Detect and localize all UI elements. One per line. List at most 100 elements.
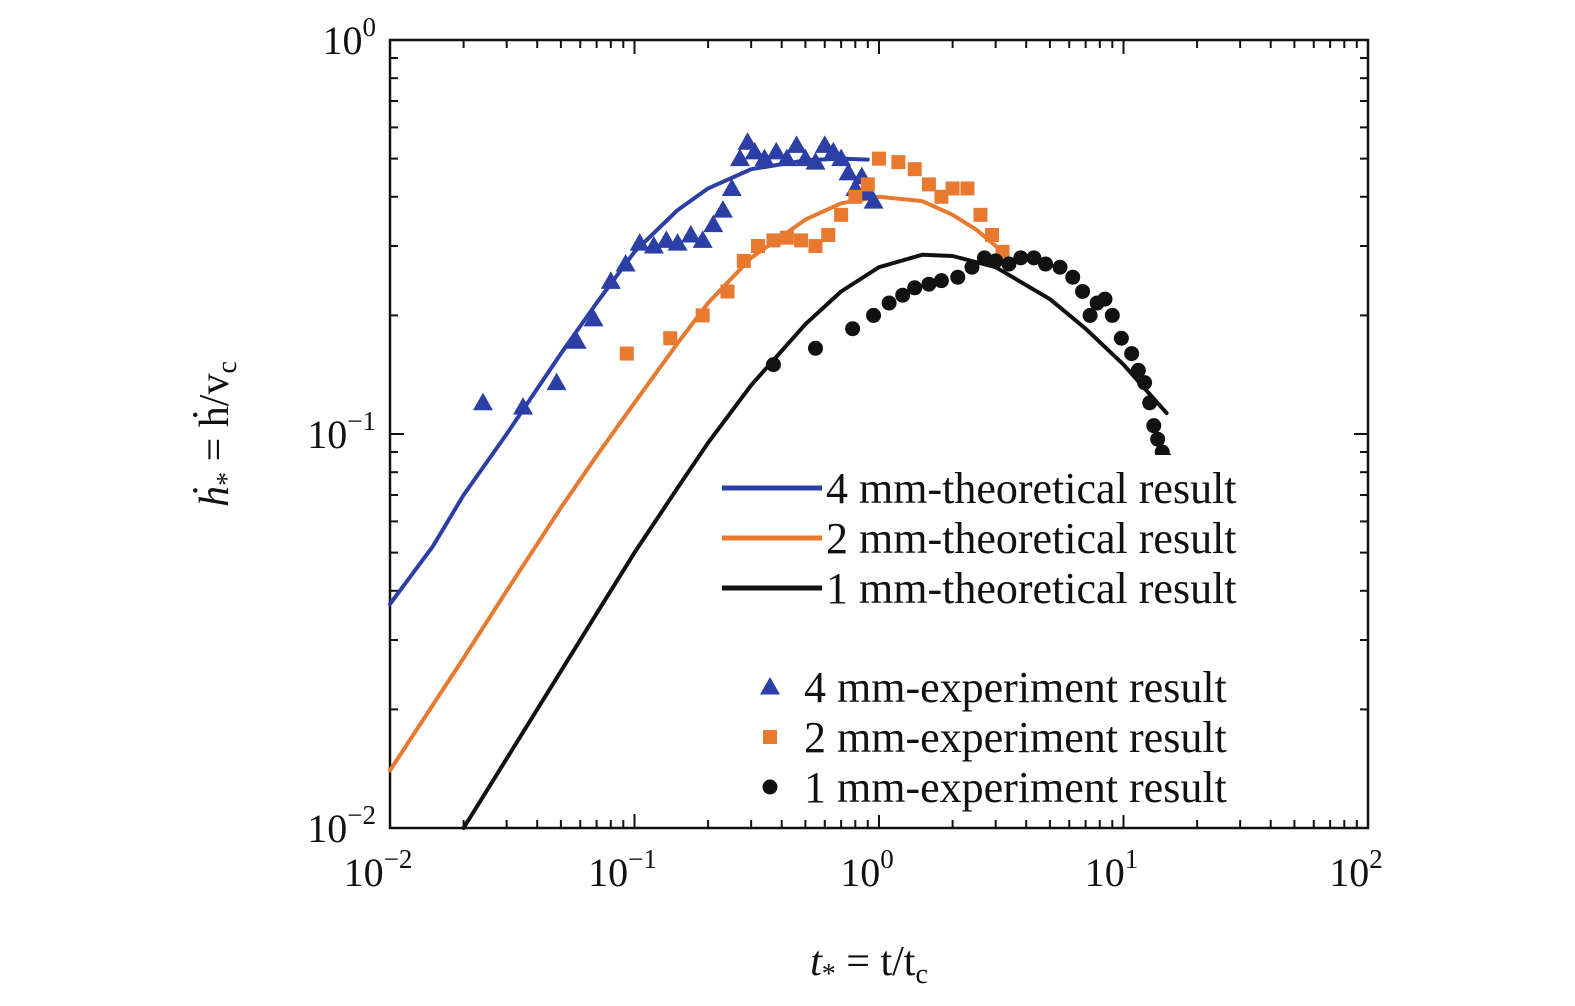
data-point [779,230,794,245]
data-point [472,392,493,411]
legend-label-3: 1 mm-theoretical result [826,564,1237,613]
data-point [1137,375,1153,391]
data-point [1082,307,1098,323]
data-point [736,253,751,268]
data-point [933,273,949,289]
x-tick-label: 102 [1329,844,1383,895]
data-point [703,214,724,233]
data-point [776,148,797,167]
data-point [765,357,781,373]
data-point [656,230,677,248]
data-point [934,189,949,204]
data-point [692,230,713,248]
data-point [721,178,742,196]
data-point [680,224,701,243]
data-point [808,239,823,254]
data-point [619,346,634,361]
data-point [744,141,765,160]
data-point [945,181,960,196]
data-point [1104,307,1120,323]
data-point [1013,250,1029,266]
data-point [566,331,587,349]
data-point [805,152,826,170]
y-tick-label: 100 [323,12,377,63]
legend-background [712,455,1352,815]
legend-exp-label-3: 1 mm-experiment result [804,763,1227,812]
data-point [1075,283,1091,299]
data-point [546,372,567,391]
experiment-series-1 [472,132,884,415]
data-point [950,269,966,285]
data-point [1146,418,1162,434]
data-point [834,207,849,222]
data-point [720,284,735,299]
data-point [583,308,604,327]
data-point [895,287,911,303]
data-point [754,148,775,167]
y-tick-label: 10−1 [307,406,376,457]
data-point [1142,395,1158,411]
experiment-series-3 [765,250,1174,468]
data-point [794,233,809,248]
data-point [808,340,824,356]
data-point [1124,346,1140,362]
data-point [629,233,650,251]
data-point [848,189,863,204]
data-point [667,233,688,251]
data-point [907,162,922,177]
data-point [600,271,621,289]
data-point [1026,250,1042,266]
data-point [615,254,636,272]
legend-exp-label-2: 2 mm-experiment result [804,713,1227,762]
data-point [988,253,1004,269]
x-tick-label: 10−2 [344,844,413,895]
data-point [643,236,664,254]
data-point [1097,291,1113,307]
data-point [960,181,975,196]
x-tick-label: 101 [1085,844,1139,895]
data-point [1001,256,1017,272]
legend-marker-2 [763,730,777,744]
data-point [729,148,750,167]
x-axis-label: t* = t/tc [810,939,928,990]
experiment-points [472,132,1174,468]
x-tick-label: 10−1 [588,844,657,895]
data-point [1052,259,1068,275]
data-point [766,233,781,248]
data-point [921,276,937,292]
data-point [766,141,787,160]
y-axis-label: ḣ* = ḣ/vc [192,361,243,507]
theory-line-2 [388,194,998,773]
data-point [863,191,884,209]
theory-line-3 [461,252,1169,830]
legend-marker-3 [762,779,778,795]
y-tick-label: 10−2 [307,800,376,851]
data-point [1130,362,1146,378]
legend-exp-label-1: 4 mm-experiment result [804,663,1227,712]
data-point [663,331,678,346]
data-point [891,155,906,170]
legend-marker-1 [760,677,780,695]
data-point [1150,431,1166,447]
data-point [838,162,859,181]
tick-labels: 10−2 10−1 100 101 102 10−2 10−1 100 [307,12,1382,895]
legend-label-1: 4 mm-theoretical result [826,464,1237,513]
data-point [831,148,852,167]
data-point [881,295,897,311]
data-point [860,177,875,192]
data-point [1038,256,1054,272]
data-point [921,177,936,192]
data-point [985,227,1000,242]
data-point [737,132,758,150]
data-point [964,259,980,275]
data-point [845,321,861,337]
data-point [821,227,836,242]
data-point [1113,330,1129,346]
data-point [907,280,923,296]
data-point [751,239,766,254]
data-point [866,307,882,323]
legend-label-2: 2 mm-theoretical result [826,514,1237,563]
data-point [1065,269,1081,285]
data-point [712,200,733,218]
